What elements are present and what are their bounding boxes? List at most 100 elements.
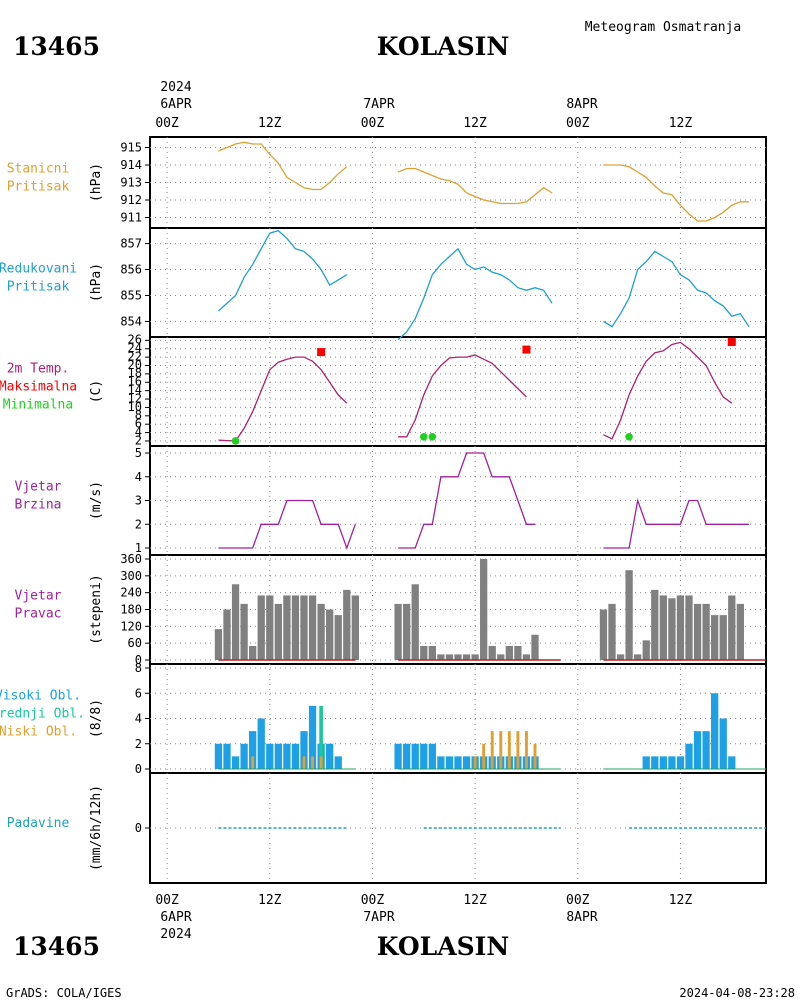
wind-direction-bar (249, 645, 257, 660)
y-tick-label: 913 (120, 176, 142, 190)
y-tick-label: 1 (135, 541, 142, 555)
wind-speed-line (398, 452, 535, 549)
wind-direction-bar (214, 629, 223, 660)
wind-direction-bar (334, 615, 342, 660)
y-tick-label: 4 (135, 712, 142, 726)
year-label-bottom: 2024 (160, 927, 191, 942)
unit-label-wind-direction: (stepeni) (89, 574, 104, 644)
panel-label-temperature: Minimalna (3, 398, 73, 413)
cloud-low-bar (524, 731, 528, 769)
wind-direction-bar (274, 603, 282, 660)
wind-direction-bar (343, 589, 351, 660)
panel-label-clouds: Visoki Obl. (0, 689, 81, 704)
cloud-low-bar (302, 756, 306, 769)
hour-label-top: 12Z (669, 116, 693, 131)
wind-direction-bar (283, 595, 291, 660)
wind-direction-bar (291, 595, 300, 660)
y-tick-label: 4 (135, 470, 142, 484)
hour-label-bottom: 00Z (155, 893, 179, 908)
panel-label-temperature: Maksimalna (0, 380, 77, 395)
wind-direction-bar (728, 595, 736, 660)
wind-direction-bar (317, 603, 325, 660)
wind-direction-bar (231, 584, 240, 660)
y-tick-label: 0 (135, 821, 142, 835)
y-tick-label: 3 (135, 494, 142, 508)
reduced-pressure-line (397, 247, 553, 341)
station-id-bottom: 13465 (13, 932, 100, 961)
tmax-marker (727, 338, 736, 347)
cloud-low-bar (482, 743, 486, 769)
cloud-low-bar (516, 731, 520, 769)
cloud-high-bar (291, 743, 300, 769)
cloud-high-bar (659, 756, 667, 769)
reduced-pressure-line (603, 250, 750, 328)
cloud-high-bar (728, 756, 736, 769)
hour-label-bottom: 12Z (669, 893, 693, 908)
y-tick-label: 180 (120, 603, 142, 617)
wind-direction-bar (719, 615, 727, 660)
cloud-high-bar (445, 756, 454, 769)
wind-direction-bar (685, 595, 693, 660)
wind-direction-bar (514, 645, 522, 660)
y-tick-label: 0 (135, 762, 142, 776)
tmin-marker (625, 432, 633, 441)
cloud-high-bar (300, 731, 308, 769)
hour-label-top: 00Z (361, 116, 385, 131)
hour-label-top: 12Z (258, 116, 282, 131)
cloud-high-bar (693, 731, 702, 769)
y-tick-label: 16 (128, 375, 142, 389)
date-label-bottom-1: 6APR (160, 910, 191, 925)
y-tick-label: 24 (128, 341, 142, 355)
date-label-bottom-2: 7APR (363, 910, 394, 925)
wind-direction-bar (403, 603, 411, 660)
cloud-high-bar (274, 743, 282, 769)
panel-frame-wind-speed (149, 445, 767, 556)
wind-direction-bar (326, 609, 334, 660)
panel-label-reduced-pressure: Redukovani (0, 262, 77, 277)
y-tick-label: 914 (120, 158, 142, 172)
cloud-high-bar (676, 756, 685, 769)
wind-direction-bar (462, 654, 471, 660)
wind-direction-bar (471, 654, 479, 660)
unit-label-station-pressure: (hPa) (89, 163, 104, 202)
cloud-high-bar (240, 743, 248, 769)
timestamp-text: 2024-04-08-23:28 (679, 986, 795, 1000)
wind-direction-bar (651, 589, 659, 660)
y-tick-label: 912 (120, 193, 142, 207)
cloud-low-bar (499, 731, 503, 769)
chart-content: 00Z 00Z 12Z 12Z 00Z 00Z 12Z 12Z 00Z 00Z 12Z 12Z Stan… (0, 116, 767, 908)
hour-label-top: 00Z (155, 116, 179, 131)
y-tick-label: 4 (135, 425, 142, 439)
tmin-marker (428, 432, 437, 441)
cloud-high-bar (454, 756, 462, 769)
wind-speed-line (603, 497, 749, 549)
y-tick-label: 6 (135, 686, 142, 700)
cloud-high-bar (685, 743, 693, 769)
cloud-high-bar (308, 705, 317, 769)
y-tick-label: 10 (128, 400, 142, 414)
y-tick-label: 60 (128, 636, 142, 650)
y-tick-label: 12 (128, 391, 142, 405)
station-id-top: 13465 (13, 32, 100, 61)
cloud-high-bar (334, 756, 342, 769)
wind-direction-bar (240, 603, 248, 660)
wind-direction-bar (266, 595, 274, 660)
panel-label-wind-speed: Vjetar (15, 480, 62, 495)
panel-label-precipitation: Padavine (7, 816, 70, 831)
date-label-top-1: 6APR (160, 97, 191, 112)
panel-label-clouds: Srednji Obl. (0, 707, 85, 722)
wind-direction-bar (497, 654, 505, 660)
cloud-high-bar (411, 743, 419, 769)
wind-direction-bar (505, 645, 513, 660)
wind-direction-bar (223, 609, 231, 660)
cloud-high-bar (326, 743, 334, 769)
y-tick-label: 856 (120, 263, 142, 277)
unit-label-wind-speed: (m/s) (89, 481, 104, 520)
cloud-low-bar (533, 743, 537, 769)
y-tick-label: 911 (120, 211, 142, 225)
wind-direction-bar (676, 595, 685, 660)
panel-label-clouds: Niski Obl. (0, 725, 77, 740)
tmax-marker (522, 345, 531, 354)
cloud-high-bar (394, 743, 402, 769)
cloud-high-bar (223, 743, 231, 769)
